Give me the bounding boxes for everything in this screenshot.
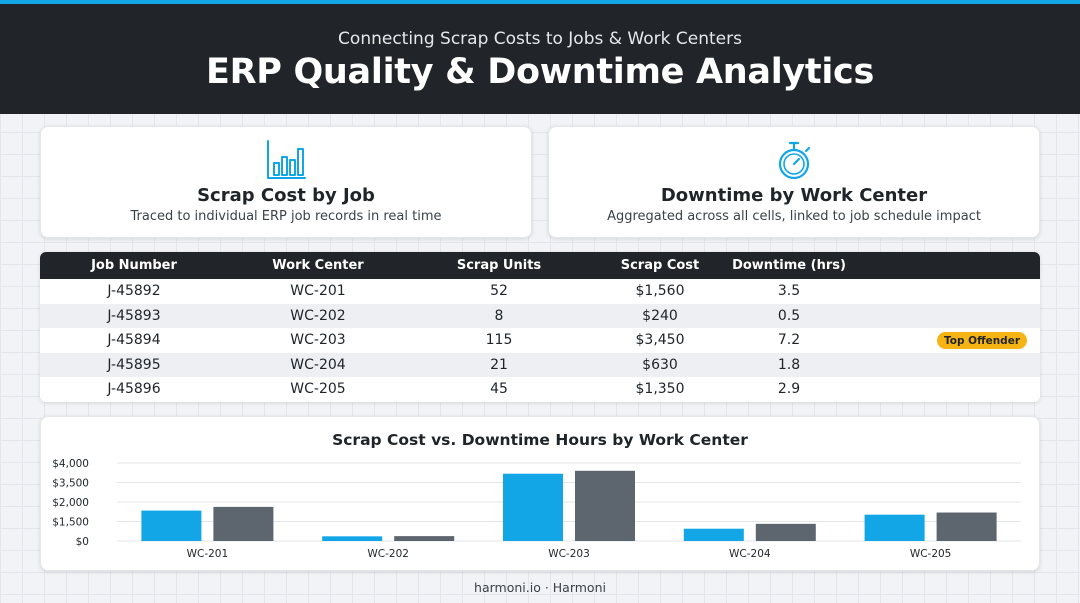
downtime-cell: 1.8 bbox=[777, 356, 801, 373]
top-offender-badge: Top Offender bbox=[937, 332, 1027, 349]
card-description: Aggregated across all cells, linked to j… bbox=[607, 209, 981, 224]
y-tick-label: $0 bbox=[76, 536, 89, 548]
y-tick-label: $1,500 bbox=[52, 517, 89, 529]
scrap-units-cell: 45 bbox=[490, 381, 508, 398]
page-title: ERP Quality & Downtime Analytics bbox=[205, 52, 875, 92]
work-center-cell: WC-204 bbox=[290, 356, 346, 373]
card-title: Scrap Cost by Job bbox=[197, 185, 375, 206]
table-row[interactable]: J-45895 WC-204 21 $630 1.8 bbox=[40, 352, 1040, 377]
footer-credit: harmoni.io · Harmoni bbox=[474, 580, 606, 595]
bar-wc-203-series-1[interactable] bbox=[503, 473, 563, 541]
table-row[interactable]: J-45893 WC-202 8 $240 0.5 bbox=[40, 303, 1040, 328]
table-row[interactable]: J-45894 WC-203 115 $3,450 7.2 Top Offender bbox=[40, 328, 1040, 353]
bar-wc-201-series-2[interactable] bbox=[213, 506, 274, 541]
job-number-cell: J-45894 bbox=[107, 332, 161, 349]
table-body: J-45892 WC-201 52 $1,560 3.5 J-45893 WC-202 8 $2… bbox=[40, 279, 1040, 402]
work-center-cell: WC-201 bbox=[290, 283, 346, 300]
scrap-cost-cell: $1,560 bbox=[635, 283, 685, 300]
page-header: Connecting Scrap Costs to Jobs & Work Ce… bbox=[0, 4, 1080, 114]
y-tick-label: $3,500 bbox=[52, 478, 89, 490]
card-description: Traced to individual ERP job records in … bbox=[130, 209, 442, 224]
x-tick-label: WC-201 bbox=[187, 548, 229, 560]
scrap-units-cell: 21 bbox=[490, 356, 508, 373]
job-number-cell: J-45892 bbox=[107, 283, 161, 300]
scrap-cost-cell: $1,350 bbox=[635, 381, 685, 398]
column-header-scrap-units[interactable]: Scrap Units bbox=[456, 258, 542, 273]
bar-wc-202-series-2[interactable] bbox=[394, 536, 455, 541]
chart-title: Scrap Cost vs. Downtime Hours by Work Ce… bbox=[332, 431, 748, 449]
scrap-cost-cell: $630 bbox=[642, 356, 678, 373]
job-number-cell: J-45896 bbox=[107, 381, 161, 398]
x-tick-label: WC-202 bbox=[367, 548, 409, 560]
job-number-cell: J-45893 bbox=[107, 307, 161, 324]
table-header: Job Number Work Center Scrap Units Scrap… bbox=[40, 252, 1040, 279]
chart-card: Scrap Cost vs. Downtime Hours by Work Ce… bbox=[40, 416, 1040, 571]
stopwatch-icon bbox=[773, 139, 815, 181]
bar-chart: $0 $1,500 $2,000 $3,500 $4,000 WC-201 WC-202 WC… bbox=[52, 458, 1021, 560]
bar-wc-205-series-2[interactable] bbox=[936, 512, 997, 541]
x-tick-label: WC-205 bbox=[910, 548, 952, 560]
bar-wc-204-series-2[interactable] bbox=[755, 523, 816, 541]
work-center-cell: WC-203 bbox=[290, 332, 346, 349]
bar-wc-203-series-2[interactable] bbox=[575, 470, 635, 541]
scrap-cost-card: Scrap Cost by Job Traced to individual E… bbox=[40, 126, 532, 238]
bar-wc-202-series-1[interactable] bbox=[322, 536, 383, 541]
scrap-units-cell: 52 bbox=[490, 283, 508, 300]
downtime-cell: 0.5 bbox=[777, 307, 801, 324]
card-title: Downtime by Work Center bbox=[660, 185, 928, 206]
scrap-units-cell: 8 bbox=[494, 307, 504, 324]
column-header-downtime[interactable]: Downtime (hrs) bbox=[732, 258, 846, 273]
scrap-cost-cell: $3,450 bbox=[635, 332, 685, 349]
bar-wc-205-series-1[interactable] bbox=[864, 514, 925, 541]
work-center-cell: WC-202 bbox=[290, 307, 346, 324]
column-header-scrap-cost[interactable]: Scrap Cost bbox=[620, 258, 700, 273]
accent-bar bbox=[0, 0, 1080, 4]
downtime-cell: 3.5 bbox=[777, 283, 801, 300]
y-tick-label: $4,000 bbox=[52, 458, 89, 470]
scrap-cost-cell: $240 bbox=[642, 307, 678, 324]
bar-chart-icon bbox=[265, 139, 307, 181]
downtime-card: Downtime by Work Center Aggregated acros… bbox=[548, 126, 1040, 238]
scrap-downtime-table: Job Number Work Center Scrap Units Scrap… bbox=[40, 252, 1040, 402]
downtime-cell: 2.9 bbox=[777, 381, 801, 398]
x-tick-label: WC-203 bbox=[548, 548, 590, 560]
work-center-cell: WC-205 bbox=[290, 381, 346, 398]
bar-wc-204-series-1[interactable] bbox=[683, 528, 744, 541]
table-row[interactable]: J-45896 WC-205 45 $1,350 2.9 bbox=[40, 377, 1040, 402]
table-row[interactable]: J-45892 WC-201 52 $1,560 3.5 bbox=[40, 279, 1040, 304]
column-header-job-number[interactable]: Job Number bbox=[91, 258, 177, 273]
scrap-units-cell: 115 bbox=[485, 332, 513, 349]
downtime-cell: 7.2 bbox=[777, 332, 801, 349]
y-tick-label: $2,000 bbox=[52, 497, 89, 509]
bar-wc-201-series-1[interactable] bbox=[141, 510, 202, 541]
x-tick-label: WC-204 bbox=[729, 548, 771, 560]
job-number-cell: J-45895 bbox=[107, 356, 161, 373]
page-subtitle: Connecting Scrap Costs to Jobs & Work Ce… bbox=[338, 29, 742, 49]
column-header-work-center[interactable]: Work Center bbox=[272, 258, 364, 273]
